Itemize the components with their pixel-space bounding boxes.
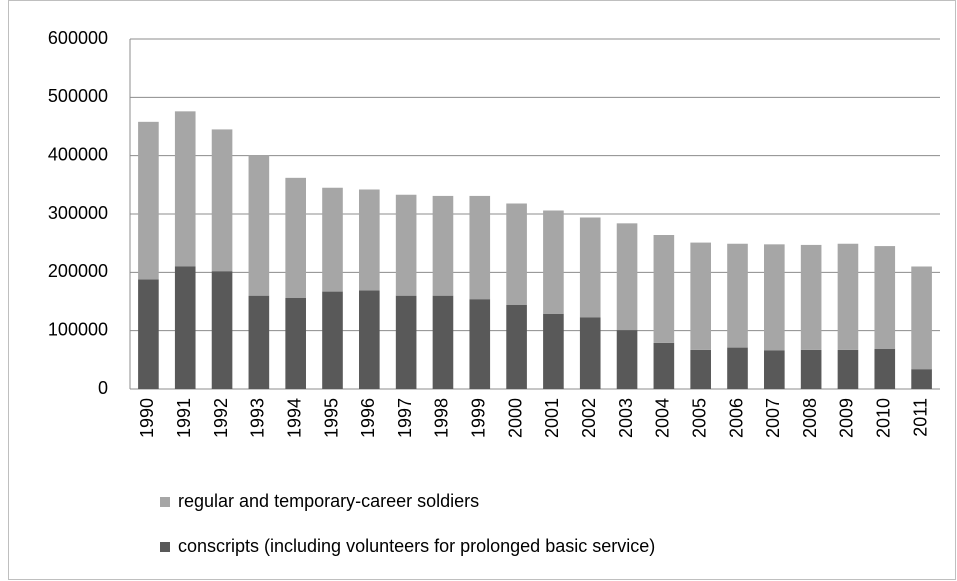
bar-segment [543,210,564,314]
bar-segment [285,298,306,389]
bar-segment [579,317,601,389]
y-tick-label: 300000 [48,203,108,223]
bar-segment [764,244,785,351]
bar-segment [506,203,527,305]
x-tick-label: 2003 [616,398,636,438]
bar-segment [690,349,711,389]
bar-segment [727,347,748,389]
legend-label: conscripts (including volunteers for pro… [178,536,655,556]
bar-segment [174,266,196,389]
bar-segment [727,243,748,348]
bar-segment [469,195,491,300]
x-tick-label: 1990 [137,398,157,438]
x-tick-label: 2009 [837,398,857,438]
legend-label: regular and temporary-career soldiers [178,491,479,511]
bar-segment [322,187,343,292]
x-tick-label: 2006 [726,398,746,438]
bar-segment [616,330,638,389]
bar-segment [248,295,270,389]
bar-segment [800,244,822,350]
x-tick-label: 2005 [689,398,709,438]
bar-segment [359,189,380,291]
bar-segment [138,279,159,389]
bar-segment [211,129,233,272]
x-tick-label: 2000 [505,398,525,438]
bar-segment [616,223,638,331]
bar-segment [285,177,306,298]
y-tick-label: 100000 [48,319,108,339]
x-tick-label: 2010 [874,398,894,438]
bar-segment [874,348,896,389]
bar-segment [432,295,454,389]
x-tick-label: 1994 [284,398,304,438]
x-tick-label: 1998 [432,398,452,438]
bar-segment [432,195,454,296]
bar-segment [874,246,896,349]
y-tick-label: 0 [98,378,108,398]
bar-segment [395,194,417,296]
x-tick-label: 1991 [174,398,194,438]
x-tick-label: 2001 [542,398,562,438]
x-tick-label: 2008 [800,398,820,438]
bar-segment [138,121,159,280]
chart-frame [8,0,956,580]
bar-segment [543,313,564,389]
legend-swatch [160,542,170,552]
bar-segment [359,290,380,389]
bar-segment [174,111,196,267]
x-tick-label: 2004 [653,398,673,438]
bar-segment [653,342,675,389]
x-tick-label: 1997 [395,398,415,438]
bar-segment [469,299,491,389]
x-tick-label: 2002 [579,398,599,438]
bar-segment [690,242,711,350]
bar-segment [837,349,859,389]
bar-segment [764,350,785,389]
y-tick-label: 600000 [48,28,108,48]
bar-segment [395,295,417,389]
x-tick-label: 1992 [211,398,231,438]
legend-swatch [160,497,170,507]
x-tick-label: 1999 [469,398,489,438]
y-tick-label: 400000 [48,144,108,164]
bar-segment [911,266,932,370]
bar-segment [506,305,527,389]
bar-segment [211,271,233,389]
bar-segment [579,217,601,318]
x-tick-label: 2007 [763,398,783,438]
bar-segment [653,235,675,343]
bar-segment [911,369,932,389]
bar-segment [248,155,270,296]
bar-segment [837,243,859,350]
y-tick-label: 200000 [48,261,108,281]
y-tick-label: 500000 [48,86,108,106]
bar-segment [322,291,343,389]
x-tick-label: 2011 [910,398,930,437]
bar-segment [800,349,822,389]
x-tick-label: 1996 [358,398,378,438]
x-tick-label: 1993 [248,398,268,438]
x-tick-label: 1995 [321,398,341,438]
